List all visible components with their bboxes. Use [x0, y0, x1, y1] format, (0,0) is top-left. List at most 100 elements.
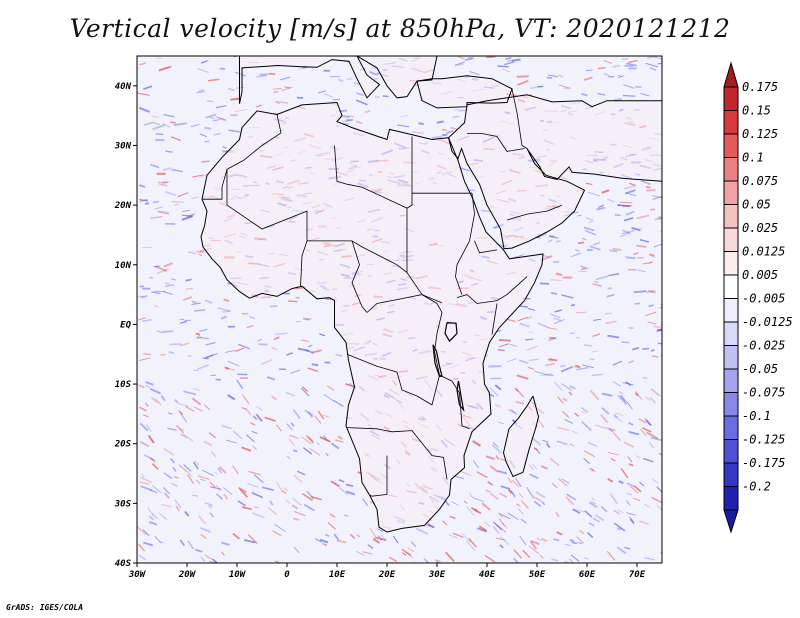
field-streak [139, 184, 146, 188]
field-streak [336, 539, 347, 544]
lon-tick-label: 70E [629, 570, 646, 580]
field-streak [182, 296, 193, 301]
field-streak [373, 77, 379, 80]
field-streak [307, 367, 319, 372]
country-border [467, 133, 525, 152]
field-streak [549, 235, 555, 238]
field-streak [326, 385, 335, 392]
field-streak [179, 411, 188, 423]
field-streak [564, 560, 571, 563]
field-streak [222, 486, 233, 495]
field-streak [173, 203, 180, 206]
field-streak [345, 490, 356, 496]
field-streak [476, 471, 488, 479]
field-streak [579, 530, 585, 535]
field-streak [568, 443, 575, 447]
field-streak [436, 561, 441, 563]
field-streak [252, 512, 265, 519]
field-streak [248, 470, 261, 476]
field-streak [139, 476, 152, 484]
field-streak [338, 486, 349, 496]
field-streak [165, 283, 175, 288]
field-streak [347, 115, 355, 118]
field-streak [253, 505, 259, 509]
field-streak [225, 439, 237, 444]
field-streak [176, 424, 184, 434]
field-streak [143, 121, 155, 126]
field-streak [185, 278, 192, 282]
field-streak [657, 342, 662, 345]
field-streak [466, 540, 476, 551]
field-streak [203, 404, 211, 411]
field-streak [534, 370, 546, 375]
field-streak [208, 432, 216, 439]
field-streak [362, 498, 369, 506]
field-streak [452, 532, 464, 538]
field-streak [583, 76, 593, 81]
field-streak [220, 315, 227, 320]
field-streak [418, 122, 424, 125]
field-streak [147, 434, 155, 444]
field-streak [267, 506, 278, 516]
field-streak [508, 343, 518, 347]
field-streak [317, 90, 327, 94]
field-streak [200, 556, 206, 562]
field-streak [410, 540, 417, 548]
field-streak [463, 500, 468, 504]
field-streak [617, 204, 631, 207]
field-streak [632, 346, 640, 351]
field-streak [139, 481, 150, 485]
colorbar-label: 0.1 [742, 151, 764, 165]
colorbar-label: 0.0125 [742, 245, 785, 259]
field-streak [207, 78, 220, 82]
field-streak [200, 60, 208, 64]
field-streak [196, 250, 205, 254]
field-streak [192, 494, 199, 497]
coastline [502, 395, 540, 478]
field-streak [186, 474, 195, 484]
field-streak [167, 427, 178, 431]
field-streak [212, 119, 221, 122]
field-streak [187, 251, 196, 255]
field-streak [506, 357, 518, 363]
field-streak [374, 536, 387, 542]
field-streak [557, 396, 564, 404]
field-streak [262, 486, 274, 491]
field-streak [605, 320, 617, 325]
field-streak [617, 75, 622, 77]
field-streak [513, 557, 520, 563]
field-streak [158, 183, 168, 187]
field-streak [324, 533, 330, 537]
field-streak [155, 133, 164, 136]
field-streak [158, 66, 171, 72]
field-streak [234, 109, 248, 113]
field-streak [217, 307, 231, 312]
field-streak [656, 486, 662, 494]
field-streak [623, 95, 636, 97]
field-streak [528, 545, 540, 555]
field-streak [604, 427, 616, 431]
field-streak [609, 493, 618, 505]
field-streak [625, 210, 635, 216]
field-streak [575, 364, 581, 368]
field-streak [355, 550, 366, 556]
field-streak [156, 330, 163, 334]
field-streak [636, 244, 647, 249]
field-streak [569, 332, 575, 335]
field-streak [497, 512, 503, 518]
field-streak [349, 533, 356, 540]
field-streak [255, 413, 263, 422]
field-streak [230, 97, 240, 101]
arabia-landmass [448, 94, 662, 249]
field-streak [654, 56, 662, 60]
field-streak [154, 206, 163, 210]
field-streak [489, 387, 499, 397]
field-streak [162, 330, 174, 333]
field-streak [634, 302, 640, 305]
field-streak [175, 505, 180, 512]
lon-tick-label: 30W [128, 570, 147, 580]
field-streak [138, 406, 147, 412]
colorbar-bin [723, 110, 739, 135]
lat-tick-label: 20N [114, 201, 132, 211]
field-streak [206, 100, 214, 103]
